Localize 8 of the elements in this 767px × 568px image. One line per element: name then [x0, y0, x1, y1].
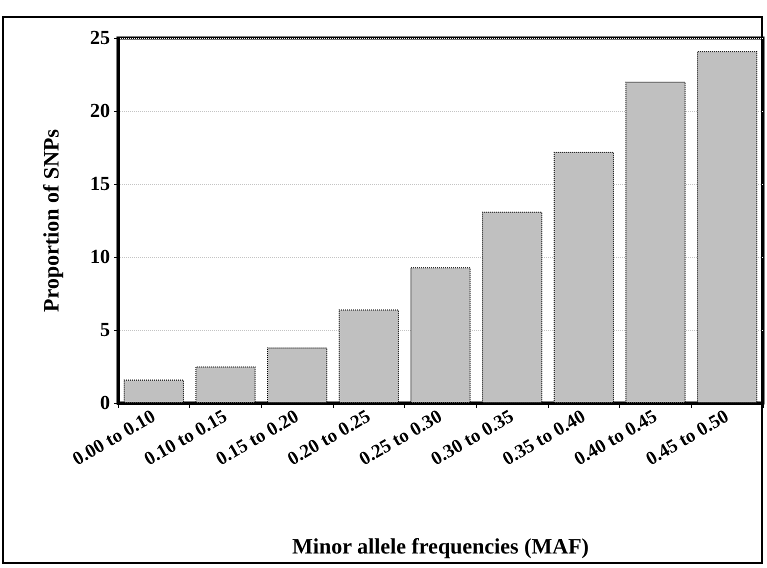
y-tick-label: 0	[100, 392, 110, 414]
x-axis-title: Minor allele frequencies (MAF)	[292, 534, 589, 558]
y-tick-label: 25	[90, 27, 110, 49]
y-tick-label: 10	[90, 246, 110, 268]
y-tick-label: 5	[100, 319, 110, 341]
y-tick-label: 20	[90, 100, 110, 122]
y-axis-title: Proportion of SNPs	[38, 128, 64, 312]
y-tick-label: 15	[90, 173, 110, 195]
